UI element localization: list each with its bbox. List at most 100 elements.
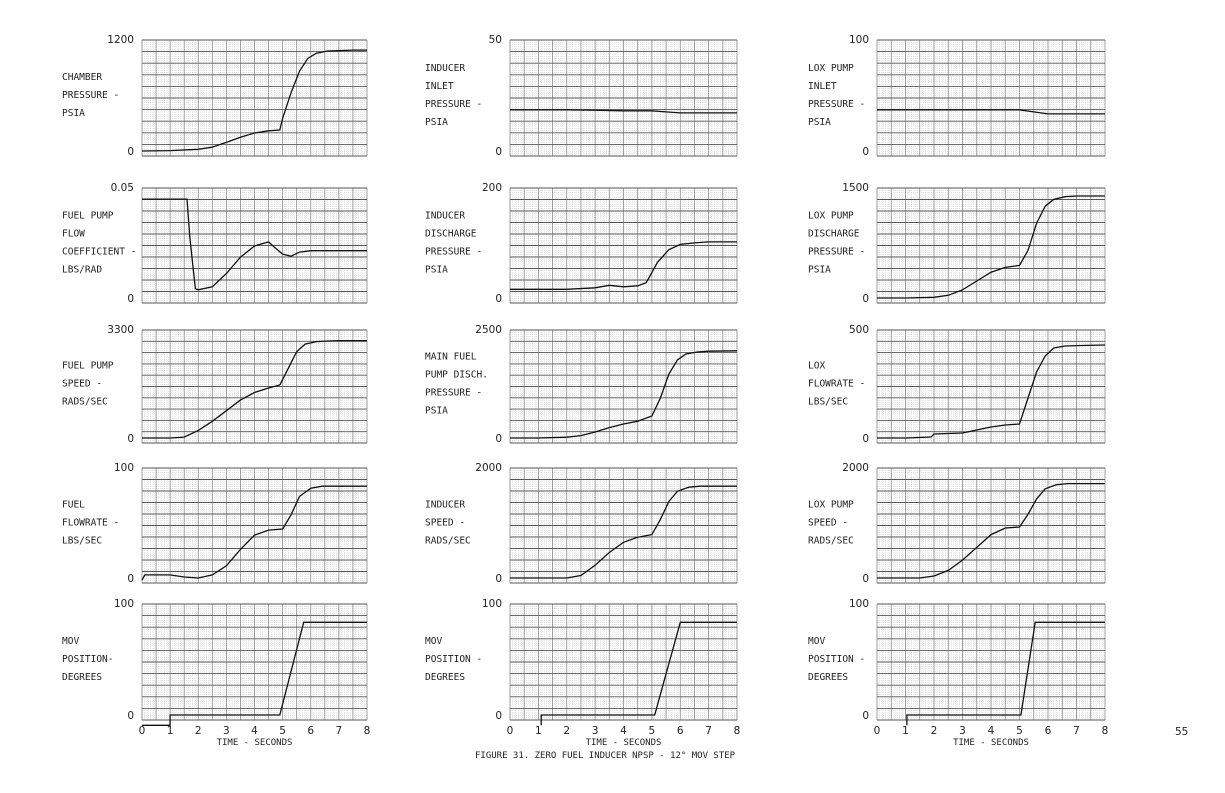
- y-tick-label: 0: [862, 146, 869, 158]
- x-tick-label: 3: [223, 725, 230, 737]
- y-axis-label-line: PRESSURE -: [425, 99, 482, 110]
- x-tick-label: 6: [307, 725, 314, 737]
- y-tick-label: 0: [127, 146, 134, 158]
- x-tick-label: 8: [1102, 725, 1109, 737]
- series-line-inducer-discharge-pressure: [510, 241, 737, 290]
- y-axis-label-line: MOV: [62, 636, 79, 647]
- y-axis-label-line: LOX PUMP: [808, 211, 854, 222]
- panel-lox-pump-discharge-pressure: 0 1500 LOX PUMP DISCHARGE PRESSURE - PSIA: [808, 182, 1106, 305]
- y-axis-label-line: SPEED -: [62, 379, 102, 390]
- y-axis-label-line: CHAMBER: [62, 72, 102, 83]
- y-axis-label-line: PSIA: [425, 117, 448, 128]
- x-tick-label: 2: [563, 725, 570, 737]
- x-tick-label: 5: [279, 725, 286, 737]
- panel-inducer-inlet-pressure: 0 50 INDUCER INLET PRESSURE - PSIA: [425, 34, 738, 158]
- x-tick-label: 1: [167, 725, 174, 737]
- y-tick-label: 500: [849, 324, 869, 336]
- y-axis-label-line: DISCHARGE: [808, 229, 860, 240]
- y-axis-label-line: DEGREES: [425, 672, 465, 683]
- x-tick-label: 3: [959, 725, 966, 737]
- y-axis-label-line: FUEL PUMP: [62, 361, 114, 372]
- x-tick-label: 4: [620, 725, 627, 737]
- y-axis-label-line: DISCHARGE: [425, 229, 477, 240]
- y-axis-label-line: DEGREES: [62, 672, 102, 683]
- y-tick-label: 0: [862, 573, 869, 585]
- panel-fuel-pump-flow-coefficient: 0 0.05 FUEL PUMP FLOW COEFFICIENT - LBS/RAD: [62, 182, 368, 305]
- x-axis-label: TIME - SECONDS: [217, 738, 293, 748]
- y-tick-label: 1200: [107, 34, 134, 46]
- panel-lox-mov-position: 0 100 MOV POSITION - DEGREES 0 1 2 3 4 5 6 7 8 TIME - …: [808, 598, 1108, 748]
- x-tick-label: 0: [874, 725, 881, 737]
- y-axis-label-line: POSITION -: [425, 654, 482, 665]
- y-tick-label: 100: [849, 34, 869, 46]
- x-tick-label: 6: [1045, 725, 1052, 737]
- y-tick-label: 0: [862, 293, 869, 305]
- y-tick-label: 0: [495, 293, 502, 305]
- y-axis-label-line: LBS/SEC: [808, 397, 848, 408]
- panel-fuel-pump-speed: 0 3300 FUEL PUMP SPEED - RADS/SEC: [62, 324, 368, 445]
- y-tick-label: 100: [849, 598, 869, 610]
- y-axis-label-line: COEFFICIENT -: [62, 247, 136, 258]
- panel-inducer-speed: 0 2000 INDUCER SPEED - RADS/SEC: [425, 462, 738, 585]
- y-tick-label: 0: [127, 573, 134, 585]
- y-tick-label: 100: [482, 598, 502, 610]
- x-axis-label: TIME - SECONDS: [953, 738, 1029, 748]
- y-tick-label: 0.05: [111, 182, 134, 194]
- x-tick-label: 4: [988, 725, 995, 737]
- y-axis-label-line: FUEL: [62, 500, 85, 511]
- y-tick-label: 2000: [842, 462, 869, 474]
- x-tick-label: 1: [902, 725, 909, 737]
- y-axis-label-line: LBS/RAD: [62, 265, 102, 276]
- series-line-fuel-flowrate: [141, 485, 367, 581]
- y-axis-label-line: PSIA: [425, 265, 448, 276]
- y-tick-label: 1500: [842, 182, 869, 194]
- y-axis-label-line: SPEED -: [425, 518, 465, 529]
- series-line-fuel-pump-speed: [142, 340, 367, 439]
- y-axis-label-line: LOX PUMP: [808, 63, 854, 74]
- x-tick-label: 8: [734, 725, 741, 737]
- y-axis-label-line: DEGREES: [808, 672, 848, 683]
- figure-caption: FIGURE 31. ZERO FUEL INDUCER NPSP - 12° …: [475, 751, 736, 761]
- y-axis-label-line: PRESSURE -: [808, 99, 865, 110]
- series-line-main-fuel-pump-disch-pressure: [510, 350, 738, 439]
- y-tick-label: 0: [495, 433, 502, 445]
- y-tick-label: 0: [495, 710, 502, 722]
- panel-lox-flowrate: 0 500 LOX FLOWRATE - LBS/SEC: [808, 324, 1106, 445]
- y-axis-label-line: PSIA: [808, 117, 831, 128]
- panel-main-fuel-pump-disch-pressure: 0 2500 MAIN FUEL PUMP DISCH. PRESSURE - PSIA: [425, 324, 738, 445]
- y-tick-label: 100: [114, 598, 134, 610]
- y-axis-label-line: MOV: [425, 636, 442, 647]
- y-tick-label: 0: [495, 146, 502, 158]
- panel-inducer-discharge-pressure: 0 200 INDUCER DISCHARGE PRESSURE - PSIA: [425, 182, 738, 305]
- y-axis-label-line: LOX: [808, 361, 825, 372]
- series-line-lox-pump-speed: [877, 482, 1105, 579]
- y-axis-label-line: INLET: [425, 81, 454, 92]
- y-tick-label: 0: [862, 433, 869, 445]
- y-axis-label-line: MAIN FUEL: [425, 352, 477, 363]
- y-axis-label-line: RADS/SEC: [425, 536, 471, 547]
- x-tick-label: 4: [251, 725, 258, 737]
- series-line-lox-pump-discharge-pressure: [877, 195, 1105, 299]
- y-axis-label-line: PRESSURE -: [808, 247, 865, 258]
- y-axis-label-line: PUMP DISCH.: [425, 370, 488, 381]
- y-axis-label-line: PRESSURE -: [425, 388, 482, 399]
- y-axis-label-line: INLET: [808, 81, 837, 92]
- series-line-fuel-mov-position: [142, 621, 367, 726]
- x-tick-label: 7: [336, 725, 343, 737]
- series-line-inducer-speed: [510, 485, 737, 579]
- y-axis-label-line: SPEED -: [808, 518, 848, 529]
- x-tick-label: 0: [507, 725, 514, 737]
- panel-lox-pump-speed: 0 2000 LOX PUMP SPEED - RADS/SEC: [808, 462, 1106, 585]
- y-axis-label-line: PSIA: [808, 265, 831, 276]
- series-line-fuel-pump-flow-coefficient: [142, 198, 367, 291]
- y-axis-label-line: INDUCER: [425, 211, 465, 222]
- x-axis-label: TIME - SECONDS: [586, 738, 662, 748]
- y-axis-label-line: INDUCER: [425, 500, 465, 511]
- y-axis-label-line: PSIA: [425, 406, 448, 417]
- x-tick-label: 5: [649, 725, 656, 737]
- y-tick-label: 100: [114, 462, 134, 474]
- y-axis-label-line: FLOWRATE -: [62, 518, 119, 529]
- series-line-chamber-pressure: [141, 49, 367, 152]
- x-tick-label: 2: [195, 725, 202, 737]
